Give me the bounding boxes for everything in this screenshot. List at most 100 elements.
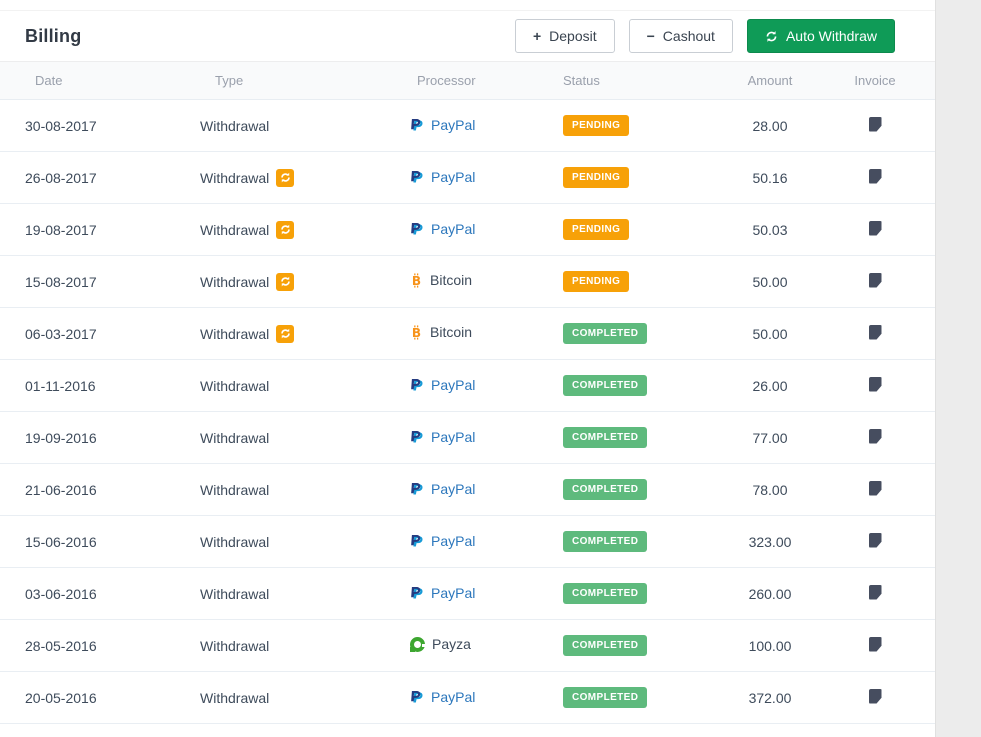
status-badge: COMPLETED [563,635,648,656]
date-cell: 30-08-2017 [0,99,175,152]
date-value: 28-05-2016 [25,637,97,654]
type-value: Withdrawal [200,689,270,706]
table-row: 15-06-2016 Withdrawal [0,515,935,568]
invoice-icon[interactable] [868,272,882,288]
processor-cell: B PayPal [385,411,555,464]
type-value: Withdrawal [200,273,270,290]
date-value: 19-08-2017 [25,221,97,238]
date-value: 30-08-2017 [25,117,97,134]
status-cell: PENDING [555,203,700,256]
invoice-cell [840,307,935,360]
processor-name: PayPal [431,428,476,445]
invoice-cell [840,463,935,516]
date-cell: 20-05-2016 [0,671,175,724]
amount-cell: 260.00 [700,567,840,620]
invoice-cell [840,515,935,568]
paypal-icon [410,534,424,548]
status-badge: COMPLETED [563,531,648,552]
table-row: 20-05-2016 Withdrawal [0,671,935,724]
billing-page: Billing + Deposit − Cashout [0,0,935,724]
status-cell: PENDING [555,151,700,204]
processor-name: PayPal [431,376,476,393]
type-value: Withdrawal [200,533,270,550]
amount-value: 323.00 [748,533,792,550]
processor-cell: B PayPal [385,359,555,412]
payza-icon [410,636,426,652]
processor-cell: B PayPal [385,203,555,256]
type-cell: Withdrawal [175,671,385,724]
date-value: 01-11-2016 [25,377,96,394]
status-cell: COMPLETED [555,619,700,672]
status-badge: PENDING [563,167,630,188]
paypal-icon [410,118,424,132]
invoice-icon[interactable] [868,220,882,236]
table-row: 30-08-2017 Withdrawal [0,99,935,152]
date-cell: 06-03-2017 [0,307,175,360]
invoice-icon[interactable] [868,636,882,652]
processor-name: PayPal [431,480,476,497]
invoice-icon[interactable] [868,584,882,600]
type-cell: Withdrawal [175,255,385,308]
auto-withdraw-button[interactable]: Auto Withdraw [746,19,895,53]
refresh-icon [765,30,778,43]
amount-cell: 323.00 [700,515,840,568]
table-row: 19-08-2017 Withdrawal [0,203,935,256]
amount-value: 260.00 [748,585,792,602]
amount-value: 100.00 [748,637,792,654]
type-cell: Withdrawal [175,411,385,464]
type-value: Withdrawal [200,377,270,394]
amount-value: 50.00 [752,325,788,342]
type-value: Withdrawal [200,117,270,134]
deposit-button[interactable]: + Deposit [514,19,615,53]
invoice-icon[interactable] [868,116,882,132]
status-badge: PENDING [563,271,630,292]
amount-value: 50.16 [752,169,788,186]
invoice-cell [840,203,935,256]
cashout-button[interactable]: − Cashout [628,19,733,53]
invoice-icon[interactable] [868,688,882,704]
status-badge: PENDING [563,115,630,136]
cashout-button-label: Cashout [662,28,715,44]
processor-cell: B PayPal [385,671,555,724]
type-value: Withdrawal [200,481,270,498]
date-cell: 15-06-2016 [0,515,175,568]
invoice-icon[interactable] [868,168,882,184]
status-cell: COMPLETED [555,671,700,724]
status-badge: COMPLETED [563,687,648,708]
invoice-cell [840,567,935,620]
paypal-icon [410,690,424,704]
amount-value: 28.00 [752,117,788,134]
processor-name: Bitcoin [430,272,473,289]
status-badge: COMPLETED [563,323,648,344]
amount-value: 77.00 [752,429,788,446]
invoice-icon[interactable] [868,532,882,548]
invoice-icon[interactable] [868,376,882,392]
date-value: 26-08-2017 [25,169,97,186]
invoice-icon[interactable] [868,428,882,444]
plus-icon: + [532,28,542,44]
amount-value: 372.00 [748,689,792,706]
auto-withdraw-button-label: Auto Withdraw [785,28,877,44]
processor-name: Bitcoin [430,324,473,341]
paypal-icon [410,430,424,444]
type-cell: Withdrawal [175,99,385,152]
bitcoin-b-glyph: B [412,274,421,288]
type-value: Withdrawal [200,637,270,654]
type-value: Withdrawal [200,169,270,186]
invoice-icon[interactable] [868,324,882,340]
table-row: 26-08-2017 Withdrawal [0,151,935,204]
invoice-icon[interactable] [868,480,882,496]
status-badge: PENDING [563,219,630,240]
status-cell: COMPLETED [555,411,700,464]
billing-table: Date Type Processor Status Amount Invoic… [0,61,935,724]
type-value: Withdrawal [200,429,270,446]
header-actions: + Deposit − Cashout Auto Withdraw [514,19,895,53]
amount-cell: 50.16 [700,151,840,204]
top-divider [0,0,935,11]
processor-name: PayPal [431,532,476,549]
date-value: 20-05-2016 [25,689,97,706]
auto-withdraw-refresh-badge [276,168,295,187]
amount-cell: 78.00 [700,463,840,516]
amount-cell: 372.00 [700,671,840,724]
column-header-invoice: Invoice [840,61,935,100]
